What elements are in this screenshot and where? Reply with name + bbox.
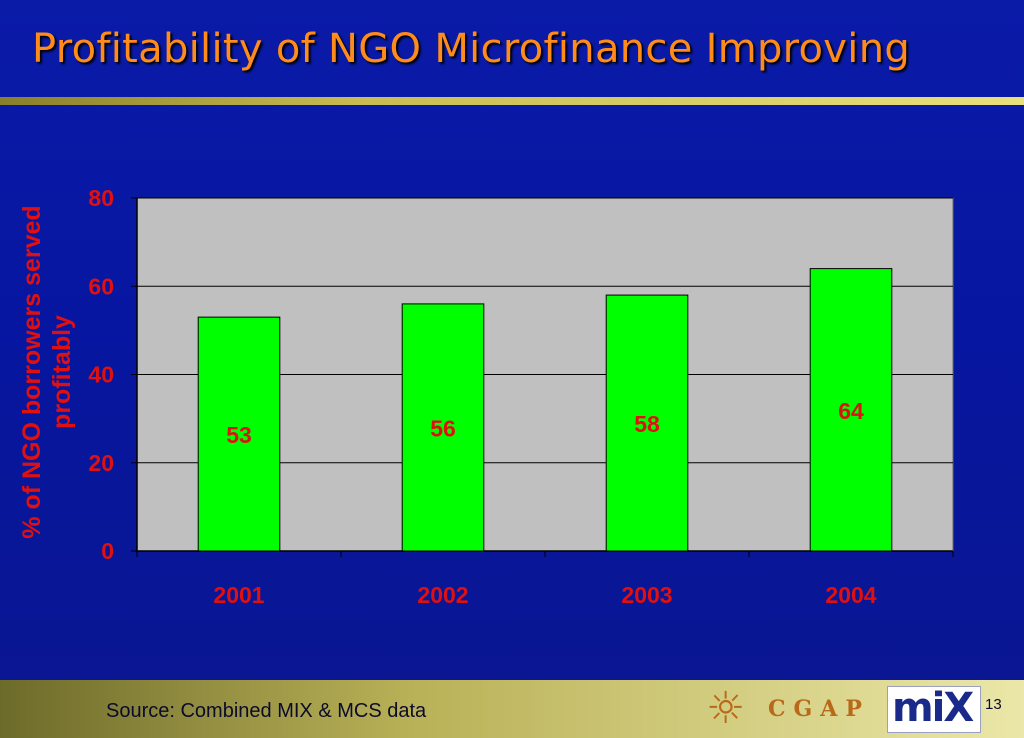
y-tick-label: 60 xyxy=(88,273,114,299)
cgap-logo: ☼ CGAP xyxy=(706,684,881,734)
footer-bar: Source: Combined MIX & MCS data ☼ CGAP m… xyxy=(0,680,1024,738)
data-label: 58 xyxy=(634,411,660,437)
mix-logo: miX xyxy=(887,685,981,733)
y-tick-label: 20 xyxy=(88,450,114,476)
x-tick-label: 2003 xyxy=(621,582,672,608)
y-axis-label: % of NGO borrowers served profitably xyxy=(18,205,76,538)
x-tick-label: 2002 xyxy=(417,582,468,608)
bar xyxy=(401,303,485,552)
data-label: 56 xyxy=(430,415,456,441)
page-number: 13 xyxy=(985,696,1002,713)
bar xyxy=(605,294,689,552)
cgap-emblem-icon: ☼ xyxy=(706,683,746,734)
cgap-logo-text: CGAP xyxy=(768,696,870,722)
x-tick-label: 2004 xyxy=(825,582,876,608)
data-label: 64 xyxy=(838,398,864,424)
y-tick-label: 40 xyxy=(88,362,114,388)
bar-chart: % of NGO borrowers served profitably 0 20… xyxy=(18,185,954,608)
title-divider xyxy=(0,97,1024,105)
y-axis-label-line-2: profitably xyxy=(48,315,76,429)
y-tick-label: 0 xyxy=(101,538,114,564)
source-note: Source: Combined MIX & MCS data xyxy=(106,700,427,722)
slide-title: Profitability of NGO Microfinance Improv… xyxy=(32,26,911,72)
data-label: 53 xyxy=(226,422,252,448)
mix-logo-text: miX xyxy=(892,685,974,731)
bar xyxy=(197,316,281,552)
x-tick-label: 2001 xyxy=(213,582,264,608)
y-tick-label: 80 xyxy=(88,185,114,211)
bar xyxy=(809,268,893,552)
y-axis-label-line-1: % of NGO borrowers served xyxy=(18,205,46,538)
